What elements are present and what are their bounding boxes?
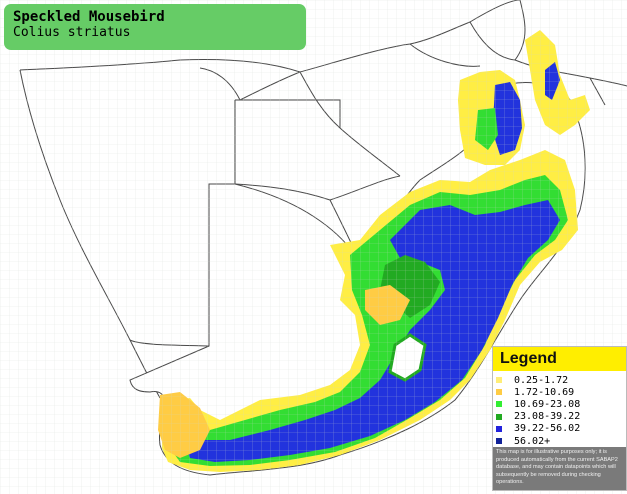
- legend-disclaimer: This map is for illustrative purposes on…: [493, 447, 626, 490]
- legend-row: 56.02+: [496, 435, 580, 447]
- legend-row: 0.25-1.72: [496, 374, 580, 386]
- legend-row: 10.69-23.08: [496, 398, 580, 410]
- legend-label: 23.08-39.22: [514, 411, 581, 423]
- legend-label: 39.22-56.02: [514, 423, 581, 435]
- legend-swatch: [496, 389, 502, 396]
- legend-rows: 0.25-1.72 1.72-10.69 10.69-23.08 23.08-3…: [496, 374, 580, 447]
- legend-swatch: [496, 438, 502, 445]
- legend-header: Legend: [493, 347, 626, 371]
- legend-title: Legend: [500, 350, 557, 367]
- legend-swatch: [496, 377, 502, 384]
- legend-label: 1.72-10.69: [514, 386, 575, 398]
- legend-label: 0.25-1.72: [514, 374, 569, 386]
- map-subtitle: Colius striatus: [13, 25, 131, 40]
- legend-label: 56.02+: [514, 435, 551, 447]
- legend-panel: Legend 0.25-1.72 1.72-10.69 10.69-23.08 …: [492, 346, 627, 491]
- legend-row: 39.22-56.02: [496, 423, 580, 435]
- map-title: Speckled Mousebird: [13, 9, 165, 25]
- legend-swatch: [496, 401, 502, 408]
- legend-label: 10.69-23.08: [514, 398, 581, 410]
- legend-swatch: [496, 425, 502, 432]
- title-box: Speckled Mousebird Colius striatus: [4, 4, 306, 50]
- legend-swatch: [496, 413, 502, 420]
- legend-row: 23.08-39.22: [496, 411, 580, 423]
- legend-row: 1.72-10.69: [496, 386, 580, 398]
